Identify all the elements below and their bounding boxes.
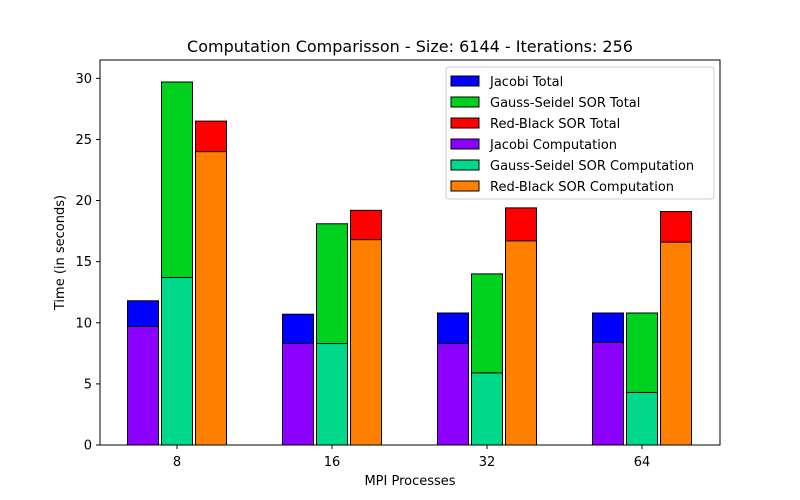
chart-title: Computation Comparisson - Size: 6144 - I… xyxy=(187,37,633,56)
x-tick-label: 32 xyxy=(479,455,496,470)
bar-gauss-seidel-sor-computation-16 xyxy=(316,343,348,446)
bar-gauss-seidel-sor-computation-8 xyxy=(161,277,193,446)
x-axis-label: MPI Processes xyxy=(364,474,455,489)
legend-swatch xyxy=(450,159,480,171)
x-tick-label: 8 xyxy=(173,455,181,470)
x-tick-label: 64 xyxy=(634,455,651,470)
legend-swatch xyxy=(450,75,480,87)
y-axis: 0 5 10 15 20 25 30 xyxy=(75,72,100,454)
legend-box xyxy=(445,66,715,200)
y-tick-label: 15 xyxy=(75,255,92,270)
bar-jacobi-computation-64 xyxy=(592,341,624,446)
bar-jacobi-computation-8 xyxy=(127,325,159,446)
bar-gauss-seidel-sor-computation-32 xyxy=(471,372,503,446)
legend-swatch xyxy=(450,96,480,108)
x-axis: 8 16 32 64 xyxy=(173,445,650,470)
legend-swatch xyxy=(450,117,480,129)
legend-label: Red-Black SOR Computation xyxy=(490,180,674,195)
y-tick-label: 25 xyxy=(75,133,92,148)
legend-label: Red-Black SOR Total xyxy=(490,117,620,132)
y-tick-label: 30 xyxy=(75,72,92,87)
legend: Jacobi Total Gauss-Seidel SOR Total Red-Bl… xyxy=(445,66,715,200)
bar-jacobi-computation-32 xyxy=(437,343,469,446)
bar-jacobi-computation-16 xyxy=(282,343,314,446)
legend-label: Gauss-Seidel SOR Total xyxy=(490,96,640,111)
legend-swatch xyxy=(450,180,480,192)
bar-red-black-sor-computation-64 xyxy=(660,241,692,446)
bar-red-black-sor-computation-32 xyxy=(505,240,537,446)
y-tick-label: 10 xyxy=(75,316,92,331)
bar-red-black-sor-computation-8 xyxy=(195,151,227,446)
bars-layer xyxy=(127,81,692,446)
legend-label: Gauss-Seidel SOR Computation xyxy=(490,159,694,174)
y-tick-label: 5 xyxy=(84,377,92,392)
bar-red-black-sor-computation-16 xyxy=(350,239,382,446)
x-tick-label: 16 xyxy=(324,455,341,470)
legend-label: Jacobi Computation xyxy=(489,138,617,153)
bar-gauss-seidel-sor-computation-64 xyxy=(626,391,658,446)
y-tick-label: 0 xyxy=(84,439,92,454)
plot-frame xyxy=(99,59,721,446)
legend-label: Jacobi Total xyxy=(489,75,563,90)
legend-swatch xyxy=(450,138,480,150)
y-axis-label: Time (in seconds) xyxy=(53,195,68,311)
y-tick-label: 20 xyxy=(75,194,92,209)
